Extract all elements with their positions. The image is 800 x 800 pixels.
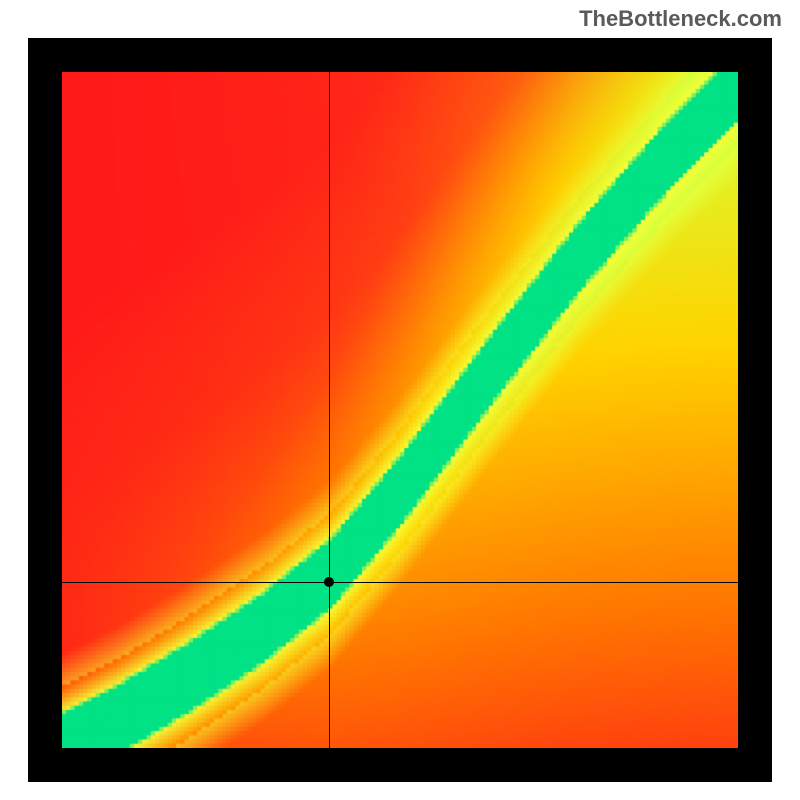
- watermark-text: TheBottleneck.com: [579, 6, 782, 32]
- chart-container: TheBottleneck.com: [0, 0, 800, 800]
- plot-frame: [28, 38, 772, 782]
- crosshair-vertical: [329, 72, 330, 748]
- crosshair-horizontal: [62, 582, 738, 583]
- marker-dot: [324, 577, 334, 587]
- heatmap-canvas: [62, 72, 738, 748]
